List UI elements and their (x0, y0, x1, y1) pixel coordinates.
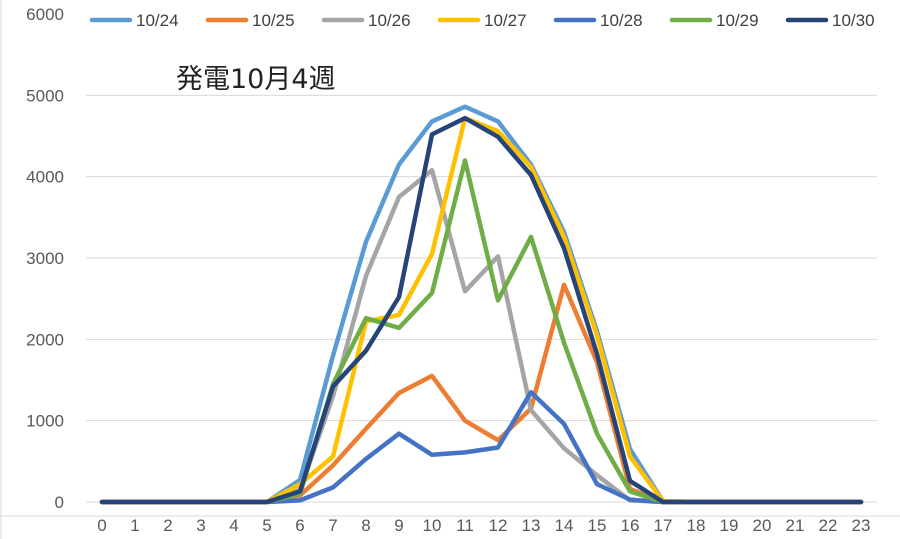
x-tick-label: 14 (555, 516, 574, 535)
x-tick-label: 0 (97, 516, 106, 535)
x-axis-tick-labels: 0 1 2 3 4 5 6 7 8 9 10 11 12 13 14 15 16 17 18 19 20 21 22 23 (97, 516, 870, 535)
x-tick-label: 16 (621, 516, 640, 535)
y-axis-tick-labels: 0 1000 2000 3000 4000 5000 6000 (26, 5, 64, 512)
legend-label: 10/25 (252, 11, 295, 30)
series-line-10-30 (99, 115, 864, 505)
x-tick-label: 3 (196, 516, 205, 535)
y-tick-label: 6000 (26, 5, 64, 24)
x-tick-label: 19 (720, 516, 739, 535)
x-tick-label: 12 (489, 516, 508, 535)
legend-label: 10/24 (136, 11, 179, 30)
legend-label: 10/30 (832, 11, 875, 30)
y-tick-label: 1000 (26, 412, 64, 431)
y-tick-label: 2000 (26, 330, 64, 349)
y-tick-label: 3000 (26, 249, 64, 268)
x-tick-label: 13 (522, 516, 541, 535)
x-tick-label: 15 (588, 516, 607, 535)
x-tick-label: 5 (262, 516, 271, 535)
x-tick-label: 2 (163, 516, 172, 535)
legend-label: 10/27 (484, 11, 527, 30)
y-tick-label: 0 (55, 493, 64, 512)
x-tick-label: 10 (423, 516, 442, 535)
x-tick-label: 11 (456, 516, 474, 535)
x-tick-label: 6 (295, 516, 304, 535)
legend-label: 10/28 (600, 11, 643, 30)
series-lines (99, 104, 864, 505)
x-tick-label: 17 (654, 516, 673, 535)
x-tick-label: 18 (687, 516, 706, 535)
x-tick-label: 8 (361, 516, 370, 535)
legend: 10/24 10/25 10/26 10/27 10/28 10/29 10/30 (89, 11, 875, 30)
x-tick-label: 7 (328, 516, 337, 535)
x-tick-label: 9 (394, 516, 403, 535)
y-tick-label: 4000 (26, 168, 64, 187)
y-tick-label: 5000 (26, 86, 64, 105)
x-tick-label: 22 (819, 516, 838, 535)
chart-title: 発電10月4週 (176, 64, 336, 95)
legend-label: 10/29 (716, 11, 759, 30)
x-tick-label: 20 (753, 516, 772, 535)
x-tick-label: 23 (852, 516, 871, 535)
x-tick-label: 1 (130, 516, 139, 535)
x-tick-label: 4 (229, 516, 238, 535)
legend-label: 10/26 (368, 11, 411, 30)
x-tick-label: 21 (786, 516, 805, 535)
gridlines (86, 94, 877, 503)
